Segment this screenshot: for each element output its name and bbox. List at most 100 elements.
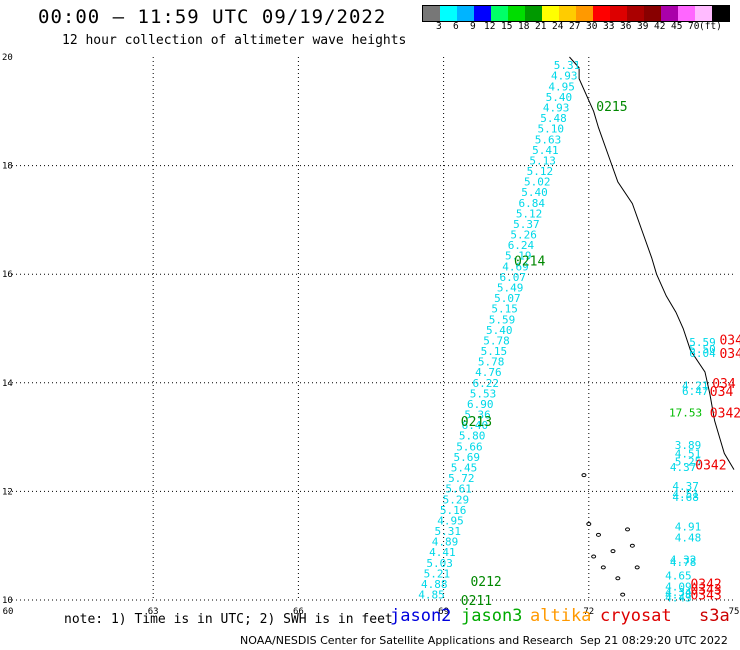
track-wave-value: 5.29 [443, 493, 470, 506]
island-shape [581, 473, 587, 478]
track-wave-value: 4.69 [502, 260, 529, 273]
cryosat-time-label: 0343 [690, 589, 721, 604]
legend-swatch [423, 6, 440, 21]
lat-tick-label: 14 [2, 379, 13, 389]
coastal-wave-value: 4.43 [665, 591, 692, 604]
track-wave-value: 5.72 [448, 472, 475, 485]
track-wave-value: 5.12 [516, 207, 543, 220]
lat-tick-label: 10 [2, 596, 13, 606]
cryosat-time-label: 034 [712, 377, 736, 392]
track-wave-value: 5.53 [470, 387, 497, 400]
lon-tick-label: 60 [3, 607, 14, 617]
legend-label: 9 [470, 21, 476, 32]
cryosat-time-label: 034 [719, 333, 740, 348]
coastal-wave-value: 6.47 [682, 385, 709, 398]
island-shape [595, 532, 601, 537]
track-wave-value: 5.69 [453, 451, 480, 464]
island-shape [620, 592, 626, 597]
coastal-wave-value: 6.04 [689, 347, 716, 360]
track-time-label: 0212 [470, 575, 501, 590]
track-wave-value: 5.48 [540, 112, 567, 125]
track-wave-value: 6.90 [467, 398, 494, 411]
track-wave-value: 4.95 [437, 514, 464, 527]
legend-label: 27 [569, 21, 581, 32]
legend-swatch [712, 6, 729, 21]
track-time-label: 0214 [514, 255, 545, 270]
legend-swatch [678, 6, 695, 21]
track-wave-value: 4.93 [543, 101, 570, 114]
legend-swatch [491, 6, 508, 21]
track-wave-value: 5.26 [510, 229, 537, 242]
track-wave-value: 5.10 [538, 123, 565, 136]
coastal-wave-value: 4.51 [672, 488, 699, 501]
track-wave-value: 4.89 [432, 536, 459, 549]
legend-label: 21 [535, 21, 547, 32]
legend-label: 15 [501, 21, 513, 32]
track-wave-value: 5.66 [456, 440, 483, 453]
legend-swatch [525, 6, 542, 21]
track-wave-value: 5.07 [494, 292, 521, 305]
track-wave-value: 5.45 [451, 462, 478, 475]
legend-swatch [661, 6, 678, 21]
legend-swatch [644, 6, 661, 21]
track-wave-value: 5.40 [486, 324, 513, 337]
lat-tick-label: 18 [2, 162, 13, 172]
coastal-wave-value: 5.59 [689, 336, 716, 349]
legend-swatch [457, 6, 474, 21]
track-wave-value: 6.40 [462, 419, 489, 432]
satellite-cryosat: cryosat [600, 606, 672, 626]
lat-tick-label: 12 [2, 487, 13, 497]
coastal-wave-value: 4.48 [675, 532, 702, 545]
legend-label: 24 [552, 21, 564, 32]
legend-swatch [610, 6, 627, 21]
track-wave-value: 5.02 [524, 176, 551, 189]
coastal-wave-value: 4.68 [672, 491, 699, 504]
legend-swatch [474, 6, 491, 21]
lat-tick-label: 16 [2, 270, 13, 280]
legend-label: 12 [484, 21, 496, 32]
coastal-wave-value: 4.09 [665, 580, 692, 593]
coastal-wave-value: 4.21 [682, 380, 709, 393]
track-wave-value: 5.16 [440, 504, 467, 517]
lon-tick-label: 72 [583, 607, 594, 617]
island-shape [600, 565, 606, 570]
coastal-wave-value: 3.89 [675, 439, 702, 452]
coastal-wave-value: 4.32 [670, 553, 697, 566]
lon-tick-label: 75 [729, 607, 740, 617]
coastal-wave-value: 4.28 [665, 589, 692, 602]
legend-swatch [508, 6, 525, 21]
legend-label: 18 [518, 21, 530, 32]
page-title: 00:00 – 11:59 UTC 09/19/2022 [38, 6, 387, 28]
footer-date: Sep 21 08:29:20 UTC 2022 [580, 634, 728, 647]
track-time-label: 0211 [461, 594, 492, 609]
legend-label: 42 [654, 21, 666, 32]
track-wave-value: 5.12 [527, 165, 554, 178]
track-wave-value: 6.07 [500, 271, 527, 284]
legend-label: 3 [436, 21, 442, 32]
coastal-wave-value: 5.25 [675, 456, 702, 469]
cryosat-time-label: 0343 [690, 583, 721, 598]
track-wave-value: 5.15 [481, 345, 508, 358]
satellite-jason3: jason3 [461, 606, 523, 626]
color-legend [422, 5, 730, 22]
lon-tick-label: 66 [293, 607, 304, 617]
track-wave-value: 5.37 [513, 218, 540, 231]
footer-credit: NOAA/NESDIS Center for Satellite Applica… [240, 634, 574, 647]
legend-label: 70 [688, 21, 700, 32]
track-wave-value: 5.78 [478, 356, 505, 369]
island-shape [591, 554, 597, 559]
island-shape [615, 576, 621, 581]
legend-swatch [627, 6, 644, 21]
track-wave-value: 5.40 [546, 91, 573, 104]
coastal-wave-value: 4.91 [675, 521, 702, 534]
legend-swatch [593, 6, 610, 21]
cryosat-time-label: 0342 [710, 407, 740, 422]
coastal-wave-value: 4.34 [665, 586, 692, 599]
island-shape [629, 543, 635, 548]
track-wave-value: 5.61 [445, 483, 472, 496]
island-shape [625, 527, 631, 532]
track-wave-value: 4.88 [421, 578, 448, 591]
note-text: note: 1) Time is in UTC; 2) SWH is in fe… [64, 612, 393, 627]
cryosat-time-label: 0342 [695, 458, 726, 473]
